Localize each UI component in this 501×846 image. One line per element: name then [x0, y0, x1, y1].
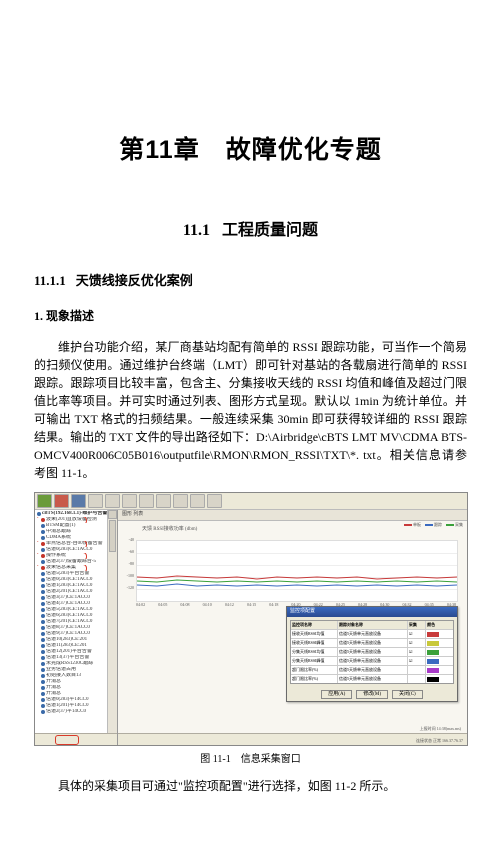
chapter-title: 第11章 故障优化专题 [34, 130, 467, 166]
config-dialog: 监控项配置 监控项名称跟踪对象名称采集颜色接收天线RSSI均值信道5天馈单元直放… [286, 606, 458, 702]
dialog-header-cell: 监控项名称 [291, 621, 338, 629]
section-title: 11.1 工程质量问题 [34, 216, 467, 240]
toolbar-button[interactable] [71, 494, 86, 508]
toolbar-button[interactable] [190, 494, 205, 508]
y-tick: -120 [120, 586, 134, 590]
sub3-title: 1. 现象描述 [34, 307, 467, 324]
dialog-table: 监控项名称跟踪对象名称采集颜色接收天线RSSI均值信道5天馈单元直放设备☑接收天… [290, 620, 454, 684]
chart-series [137, 576, 457, 579]
subsection-name: 天馈线接反优化案例 [76, 273, 193, 288]
section-name: 工程质量问题 [222, 222, 318, 239]
paragraph-2: 具体的采集项目可通过"监控项配置"进行选择，如图 11-2 所示。 [34, 777, 467, 794]
y-tick: -40 [120, 538, 134, 542]
x-tick: 04:15 [247, 602, 256, 607]
y-tick: -100 [120, 574, 134, 578]
exit-button-highlight[interactable] [55, 735, 79, 745]
sub3-number: 1. [34, 309, 43, 323]
toolbar-button[interactable] [139, 494, 154, 508]
toolbar-button[interactable] [54, 494, 69, 508]
figure-1: cBTS(192.168.1.1)-维护与告警波束(201)直放设备检测BTSM… [34, 492, 467, 765]
chart-series [137, 584, 457, 586]
subsection-title: 11.1.1 天馈线接反优化案例 [34, 270, 467, 289]
dialog-header-cell: 跟踪对象名称 [338, 621, 408, 629]
connection-status: 连接状态 正常 166.37.76.37 [416, 738, 463, 744]
main-status-bar [118, 733, 467, 746]
legend-item: 单板 [404, 522, 421, 528]
dialog-header-row: 监控项名称跟踪对象名称采集颜色 [291, 621, 453, 630]
toolbar-button[interactable] [173, 494, 188, 508]
toolbar-button[interactable] [37, 494, 52, 508]
x-tick: 04:18 [269, 602, 278, 607]
toolbar-button[interactable] [156, 494, 171, 508]
dialog-row[interactable]: 分集天线RSSI峰值信道5天馈单元直放设备☑ [291, 657, 453, 666]
chart-series [137, 580, 457, 582]
figure-label: 图 11-1 [200, 754, 230, 765]
chart-yaxis: -40 -60 -80 -100 -120 [120, 538, 134, 590]
dialog-button[interactable]: 修改(M) [356, 690, 388, 699]
dialog-row[interactable]: 超门限比率(%)信道5天馈单元直放设备 [291, 666, 453, 675]
dialog-buttons: 应用(A) 修改(M) 关闭(C) [290, 690, 454, 699]
legend-item: 跟踪 [425, 522, 442, 528]
scroll-thumb[interactable] [109, 520, 116, 552]
sub3-name: 现象描述 [46, 309, 94, 323]
dialog-header-cell: 颜色 [426, 621, 453, 629]
main-pane: 图形 列表 天馈 RSSI接收功率 (dbm) 单板跟踪采集 -40-60-80… [118, 510, 467, 746]
tree-item[interactable]: 单点信息台-自00设备告警 [37, 541, 117, 547]
x-tick: 04:08 [180, 602, 189, 607]
dialog-button[interactable]: 应用(A) [321, 690, 352, 699]
y-tick: -60 [120, 550, 134, 554]
tree-item[interactable]: 信道2(37)平14CC0 [37, 709, 117, 715]
chapter-number: 第11章 [119, 136, 199, 164]
dialog-button[interactable]: 关闭(C) [392, 690, 423, 699]
section-number: 11.1 [183, 222, 210, 239]
screenshot-frame: cBTS(192.168.1.1)-维护与告警波束(201)直放设备检测BTSM… [34, 492, 468, 746]
legend-item: 采集 [446, 522, 463, 528]
dialog-row[interactable]: 接收天线RSSI峰值信道5天馈单元直放设备☑ [291, 639, 453, 648]
dialog-row[interactable]: 分集天线RSSI均值信道5天馈单元直放设备☑ [291, 648, 453, 657]
toolbar-button[interactable] [207, 494, 222, 508]
chart-legend: 单板跟踪采集 [404, 522, 463, 528]
tree-status-bar [35, 733, 117, 746]
dialog-row[interactable]: 接收天线RSSI均值信道5天馈单元直放设备☑ [291, 630, 453, 639]
toolbar-button[interactable] [105, 494, 120, 508]
chart-area [136, 540, 458, 602]
dialog-header-cell: 采集 [408, 621, 426, 629]
tree-scrollbar[interactable] [107, 510, 117, 746]
chart-tabs[interactable]: 图形 列表 [118, 510, 467, 521]
tree-item[interactable]: 波束信息采集 [37, 565, 117, 571]
chapter-name: 故障优化专题 [226, 136, 382, 164]
chart-footer-text: 上报时间 14:38(max.ms) [420, 726, 461, 732]
toolbar-button[interactable] [88, 494, 103, 508]
tree-item[interactable]: 操作系统 [37, 553, 117, 559]
x-tick: 04:10 [203, 602, 212, 607]
figure-1-caption: 图 11-1 信息采集窗口 [34, 750, 467, 765]
tree-item[interactable]: 波束(201)直放设备检测 [37, 517, 117, 523]
toolbar-button[interactable] [122, 494, 137, 508]
dialog-row[interactable]: 超门限比率(%)信道5天馈单元直放设备 [291, 675, 453, 683]
subsection-number: 11.1.1 [34, 273, 66, 288]
app-toolbar [35, 493, 467, 510]
figure-text: 信息采集窗口 [241, 754, 301, 765]
x-tick: 04:05 [158, 602, 167, 607]
x-tick: 04:12 [225, 602, 234, 607]
y-tick: -80 [120, 562, 134, 566]
paragraph-1: 维护台功能介绍，某厂商基站均配有简单的 RSSI 跟踪功能，可当作一个简易的扫频… [34, 338, 467, 482]
tree-pane: cBTS(192.168.1.1)-维护与告警波束(201)直放设备检测BTSM… [35, 510, 118, 746]
x-tick: 04:02 [136, 602, 145, 607]
dialog-title: 监控项配置 [287, 607, 457, 617]
